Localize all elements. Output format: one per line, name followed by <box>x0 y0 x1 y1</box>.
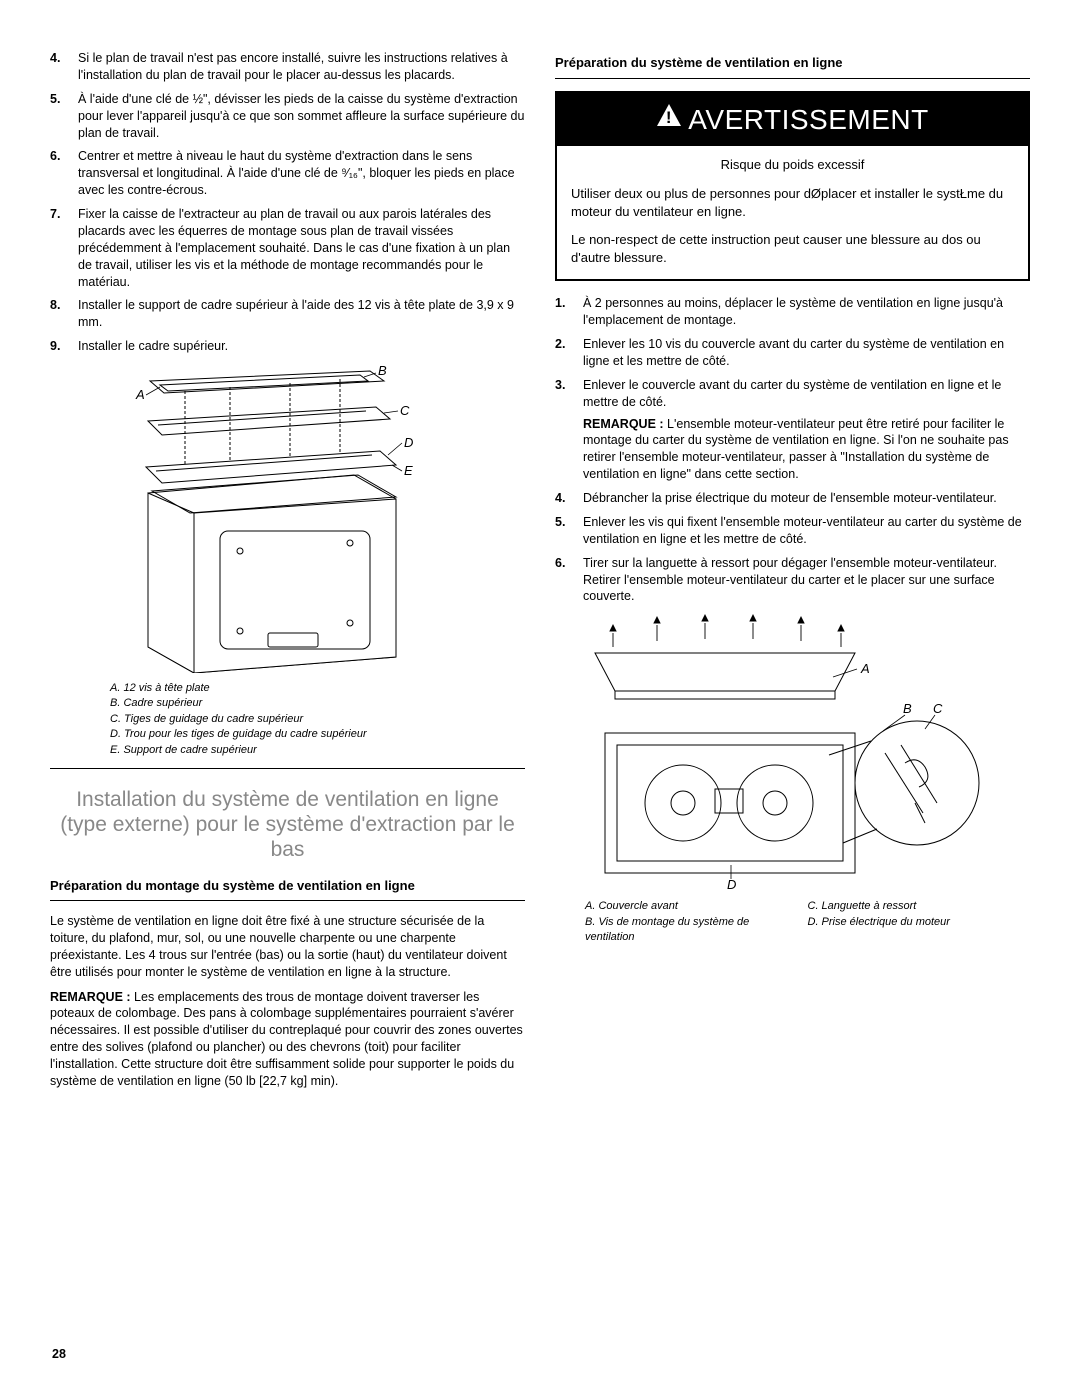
step-num: 6. <box>50 148 60 165</box>
step-4: 4.Débrancher la prise électrique du mote… <box>583 490 1030 507</box>
step-text: À 2 personnes au moins, déplacer le syst… <box>583 296 1003 327</box>
warning-risk: Risque du poids excessif <box>571 156 1014 174</box>
step-2: 2.Enlever les 10 vis du couvercle avant … <box>583 336 1030 370</box>
legend-line: C. Tiges de guidage du cadre supérieur <box>110 712 525 727</box>
svg-text:!: ! <box>666 108 672 127</box>
legend-line: D. Trou pour les tiges de guidage du cad… <box>110 727 525 742</box>
subheading-prep-system: Préparation du système de ventilation en… <box>555 54 1030 72</box>
step-5: 5.Enlever les vis qui fixent l'ensemble … <box>583 514 1030 548</box>
warning-body: Risque du poids excessif Utiliser deux o… <box>557 146 1028 279</box>
step-3: 3.Enlever le couvercle avant du carter d… <box>583 377 1030 411</box>
figure-2-legend: A. Couvercle avant B. Vis de montage du … <box>585 899 1030 945</box>
step-8: 8.Installer le support de cadre supérieu… <box>78 297 525 331</box>
step-6: 6.Tirer sur la languette à ressort pour … <box>583 555 1030 606</box>
fig1-label-d: D <box>404 435 413 450</box>
divider <box>50 900 525 901</box>
fig2-label-b: B <box>903 701 912 716</box>
legend-line: A. 12 vis à tête plate <box>110 681 525 696</box>
step-9: 9.Installer le cadre supérieur. <box>78 338 525 355</box>
subheading-prep-mount: Préparation du montage du système de ven… <box>50 877 525 895</box>
legend-col-right: C. Languette à ressort D. Prise électriq… <box>808 899 1031 945</box>
step-text: Débrancher la prise électrique du moteur… <box>583 491 997 505</box>
left-step-list: 4. Si le plan de travail n'est pas encore… <box>50 50 525 355</box>
fig2-label-a: A <box>860 661 870 676</box>
fig1-label-b: B <box>378 363 387 378</box>
legend-line: C. Languette à ressort <box>808 899 1021 914</box>
step-3-remarque: REMARQUE : L'ensemble moteur-ventilateur… <box>583 416 1030 484</box>
step-text: Tirer sur la languette à ressort pour dé… <box>583 556 997 604</box>
fig1-label-e: E <box>404 463 413 478</box>
legend-line: E. Support de cadre supérieur <box>110 743 525 758</box>
warning-text: Utiliser deux ou plus de personnes pour … <box>571 185 1014 221</box>
step-text: À l'aide d'une clé de ½", dévisser les p… <box>78 92 524 140</box>
step-text: Si le plan de travail n'est pas encore i… <box>78 51 508 82</box>
remarque-label: REMARQUE : <box>583 417 664 431</box>
step-text: Centrer et mettre à niveau le haut du sy… <box>78 149 515 197</box>
legend-col-left: A. Couvercle avant B. Vis de montage du … <box>585 899 808 945</box>
step-num: 7. <box>50 206 60 223</box>
legend-line: B. Cadre supérieur <box>110 696 525 711</box>
divider <box>555 78 1030 79</box>
page-number: 28 <box>52 1346 66 1363</box>
section-title: Installation du système de ventilation e… <box>50 787 525 863</box>
step-6: 6.Centrer et mettre à niveau le haut du … <box>78 148 525 199</box>
figure-1-legend: A. 12 vis à tête plate B. Cadre supérieu… <box>110 681 525 758</box>
remarque-label: REMARQUE : <box>50 990 131 1004</box>
step-num: 5. <box>50 91 60 108</box>
warning-title: AVERTISSEMENT <box>688 104 928 135</box>
step-1: 1.À 2 personnes au moins, déplacer le sy… <box>583 295 1030 329</box>
step-num: 2. <box>555 336 565 353</box>
figure-2: A B C D <box>565 613 985 893</box>
fig1-label-c: C <box>400 403 410 418</box>
paragraph: REMARQUE : Les emplacements des trous de… <box>50 989 525 1090</box>
step-7: 7.Fixer la caisse de l'extracteur au pla… <box>78 206 525 290</box>
step-num: 6. <box>555 555 565 572</box>
step-num: 1. <box>555 295 565 312</box>
warning-header: ! AVERTISSEMENT <box>557 93 1028 147</box>
step-num: 8. <box>50 297 60 314</box>
fig1-label-a: A <box>135 387 145 402</box>
step-num: 4. <box>555 490 565 507</box>
paragraph-text: Les emplacements des trous de montage do… <box>50 990 523 1088</box>
right-column: Préparation du système de ventilation en… <box>555 50 1030 1098</box>
step-text: Enlever les 10 vis du couvercle avant du… <box>583 337 1004 368</box>
legend-line: B. Vis de montage du système de ventilat… <box>585 915 798 946</box>
step-text: Fixer la caisse de l'extracteur au plan … <box>78 207 510 289</box>
fig2-label-c: C <box>933 701 943 716</box>
warning-text: Le non-respect de cette instruction peut… <box>571 231 1014 267</box>
step-text: Enlever le couvercle avant du carter du … <box>583 378 1001 409</box>
figure-1: A B C D E <box>100 363 420 673</box>
divider <box>50 768 525 769</box>
step-num: 3. <box>555 377 565 394</box>
fig2-label-d: D <box>727 877 736 892</box>
warning-box: ! AVERTISSEMENT Risque du poids excessif… <box>555 91 1030 282</box>
step-text: Installer le support de cadre supérieur … <box>78 298 514 329</box>
step-num: 5. <box>555 514 565 531</box>
step-num: 4. <box>50 50 60 67</box>
step-4: 4.Si le plan de travail n'est pas encore… <box>78 50 525 84</box>
left-column: 4. Si le plan de travail n'est pas encore… <box>50 50 525 1098</box>
step-text: Enlever les vis qui fixent l'ensemble mo… <box>583 515 1022 546</box>
legend-line: A. Couvercle avant <box>585 899 798 914</box>
step-text: Installer le cadre supérieur. <box>78 339 228 353</box>
right-step-list: 1. À 2 personnes au moins, déplacer le sy… <box>555 295 1030 605</box>
paragraph: Le système de ventilation en ligne doit … <box>50 913 525 981</box>
legend-line: D. Prise électrique du moteur <box>808 915 1021 930</box>
step-num: 9. <box>50 338 60 355</box>
step-5: 5.À l'aide d'une clé de ½", dévisser les… <box>78 91 525 142</box>
warning-triangle-icon: ! <box>656 99 682 137</box>
